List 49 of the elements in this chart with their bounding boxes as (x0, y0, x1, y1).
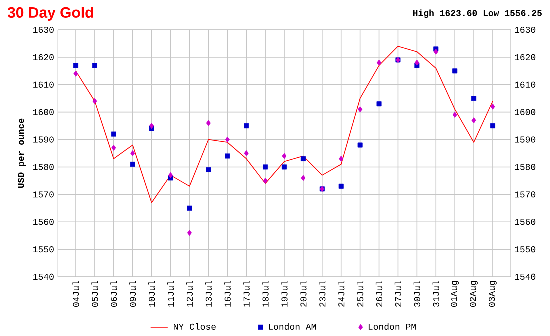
x-tick-label: 06Jul (110, 281, 118, 307)
y-tick-label: 1590 (34, 136, 54, 143)
x-tick-label: 16Jul (224, 281, 231, 307)
x-tick-label: 02Aug (470, 281, 478, 307)
y2-tick-label: 1580 (515, 164, 536, 170)
chart-subtitle: High 1623.60 Low 1556.25 (413, 10, 542, 18)
x-tick-label: 10Jul (148, 281, 156, 307)
legend-label: London PM (368, 323, 416, 330)
x-tick-label: 19Jul (281, 281, 288, 307)
y-tick-label: 1630 (34, 26, 54, 34)
y2-tick-label: 1630 (515, 26, 536, 34)
x-tick-label: 05Jul (92, 281, 98, 307)
y-tick-label: 1610 (34, 82, 54, 88)
y2-tick-label: 1540 (515, 274, 536, 280)
y-tick-label: 1560 (34, 219, 54, 226)
x-tick-label: 25Jul (357, 281, 364, 307)
y2-tick-label: 1610 (515, 82, 536, 88)
y-tick-label: 1540 (34, 274, 54, 280)
x-tick-label: 30Jul (414, 281, 420, 307)
x-tick-label: 24Jul (338, 281, 345, 307)
x-tick-label: 26Jul (376, 281, 383, 307)
chart-title: 30 Day Gold (8, 7, 94, 21)
x-tick-label: 20Jul (300, 281, 307, 307)
x-tick-label: 18Jul (262, 281, 269, 307)
y-tick-label: 1620 (34, 54, 54, 61)
x-tick-label: 11Jul (167, 281, 174, 307)
legend-label: NY Close (174, 323, 216, 330)
x-tick-label: 27Jul (394, 281, 402, 307)
x-tick-label: 23Jul (319, 281, 326, 307)
y-tick-label: 1550 (34, 246, 54, 253)
y2-tick-label: 1550 (515, 246, 536, 253)
y2-tick-label: 1600 (515, 109, 536, 116)
x-tick-label: 13Jul (205, 281, 212, 307)
x-tick-label: 12Jul (186, 281, 194, 307)
y2-tick-label: 1570 (515, 192, 536, 198)
legend-label: London AM (269, 323, 316, 330)
y-tick-label: 1570 (34, 192, 54, 198)
x-tick-label: 03Aug (489, 281, 497, 307)
y-tick-label: 1600 (34, 109, 54, 116)
x-tick-label: 09Jul (130, 281, 136, 307)
x-tick-label: 04Jul (72, 281, 80, 307)
y2-tick-label: 1620 (515, 54, 536, 61)
y-axis-title: USD per ounce (18, 118, 26, 188)
y-tick-label: 1580 (34, 164, 54, 170)
y2-tick-label: 1560 (515, 219, 536, 226)
y2-tick-label: 1590 (515, 136, 536, 143)
x-tick-label: 01Aug (451, 281, 460, 307)
x-tick-label: 31Jul (432, 281, 440, 307)
x-tick-label: 17Jul (243, 281, 250, 307)
